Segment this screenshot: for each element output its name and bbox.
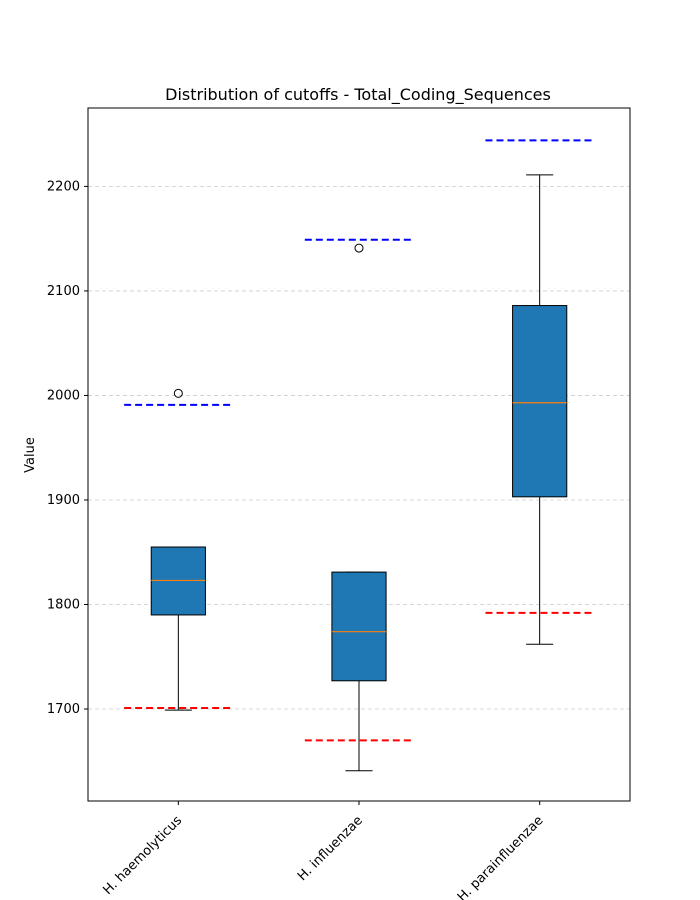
cutoff-lines <box>124 139 594 742</box>
axes: 1700 1800 1900 2000 2100 2200 H. haemolyticus H… <box>47 179 547 900</box>
outlier-point <box>173 388 183 398</box>
y-axis-label: Value <box>23 437 38 473</box>
y-tick-label: 2000 <box>47 388 80 403</box>
y-tick-label: 1900 <box>47 493 80 508</box>
boxes <box>150 174 568 772</box>
y-tick-label: 2100 <box>47 284 80 299</box>
y-tick-label: 1700 <box>47 702 80 717</box>
outlier-point <box>354 243 364 253</box>
box <box>512 305 568 498</box>
x-tick-label: H. influenzae <box>295 813 366 884</box>
plot-frame <box>87 107 631 802</box>
x-tick-label: H. parainfluenzae <box>455 813 547 900</box>
box-group <box>512 174 568 645</box>
x-tick-label: H. haemolyticus <box>100 813 185 898</box>
y-tick-label: 1800 <box>47 597 80 612</box>
y-tick-label: 2200 <box>47 179 80 194</box>
box-group <box>150 388 206 711</box>
chart-title: Distribution of cutoffs - Total_Coding_S… <box>165 85 551 105</box>
box <box>331 571 387 682</box>
box-group <box>331 243 387 772</box>
